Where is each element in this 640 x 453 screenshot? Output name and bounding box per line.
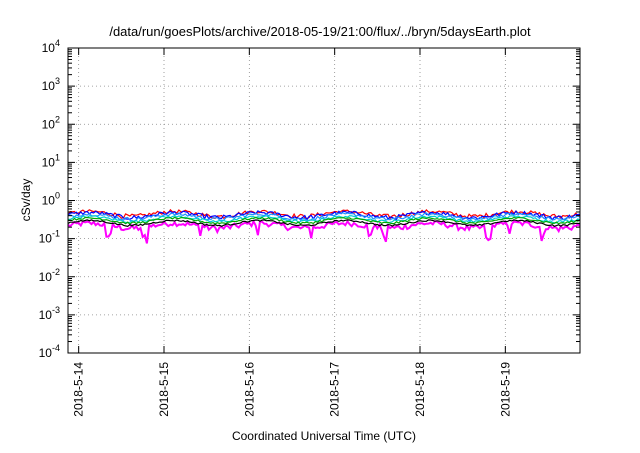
- x-tick-label: 2018-5-15: [157, 362, 171, 417]
- y-tick-label: 103: [42, 76, 60, 93]
- y-tick-label: 104: [42, 38, 60, 55]
- y-tick-label: 10-3: [39, 305, 60, 322]
- y-tick-label: 100: [42, 191, 60, 208]
- y-tick-label: 10-2: [39, 267, 60, 284]
- x-tick-label: 2018-5-16: [242, 362, 256, 417]
- y-tick-label: 10-4: [39, 343, 60, 360]
- grid-layer: [68, 48, 580, 353]
- data-series-line: [67, 216, 581, 226]
- chart-title: /data/run/goesPlots/archive/2018-05-19/2…: [109, 24, 531, 39]
- y-axis-label: cSv/day: [19, 179, 33, 222]
- x-tick-label: 2018-5-14: [72, 362, 86, 417]
- x-tick-label: 2018-5-18: [413, 362, 427, 417]
- y-tick-label: 102: [42, 114, 60, 131]
- y-tick-labels: 10-4 10-3 10-2 10-1 100 101 102 103 104: [39, 38, 580, 360]
- series-layer: [67, 208, 581, 244]
- y-tick-label: 101: [42, 152, 60, 169]
- x-tick-label: 2018-5-17: [328, 362, 342, 417]
- y-tick-label: 10-1: [39, 229, 60, 246]
- x-tick-labels: 2018-5-14 2018-5-15 2018-5-16 2018-5-17 2018…: [72, 48, 512, 417]
- data-series-line: [67, 212, 581, 222]
- x-tick-label: 2018-5-19: [498, 362, 512, 417]
- x-axis-label: Coordinated Universal Time (UTC): [232, 429, 416, 443]
- data-series-line: [67, 219, 581, 244]
- data-series-line: [67, 219, 581, 227]
